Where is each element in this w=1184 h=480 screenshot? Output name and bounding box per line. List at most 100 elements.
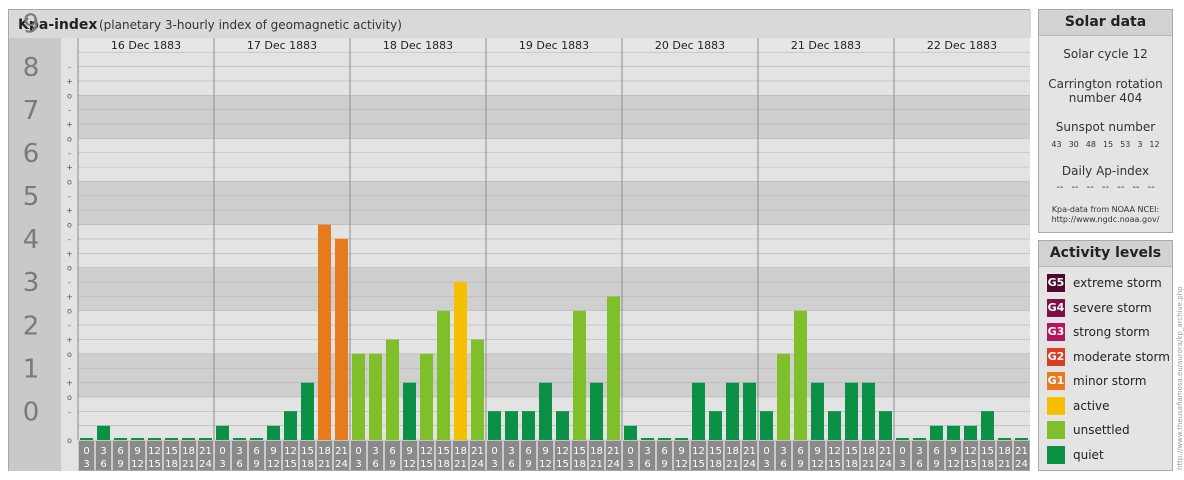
kp-bar	[148, 438, 161, 440]
day-label: 16 Dec 1883	[111, 39, 181, 52]
interval-end-label: 18	[573, 459, 586, 470]
legend-swatch	[1047, 445, 1065, 464]
ap-index-values: -- -- -- -- -- -- --	[1039, 182, 1172, 193]
thirds-tick: +	[66, 292, 73, 301]
y-tick-label: 5	[23, 182, 40, 212]
interval-tile	[504, 441, 519, 470]
interval-tile	[963, 441, 978, 470]
interval-tile	[589, 441, 604, 470]
interval-end-label: 12	[131, 459, 144, 470]
legend-item-minor-storm: G1 minor storm	[1039, 369, 1172, 394]
chart-title: Kpa-index	[18, 17, 97, 33]
interval-start-label: 9	[678, 446, 684, 457]
interval-start-label: 18	[998, 446, 1011, 457]
interval-tile	[300, 441, 315, 470]
thirds-tick: +	[66, 163, 73, 172]
kp-bar	[641, 438, 654, 440]
interval-tile	[827, 441, 842, 470]
thirds-tick: -	[68, 235, 71, 244]
thirds-tick: -	[68, 106, 71, 115]
kp-bar	[131, 438, 144, 440]
kp-bar	[624, 425, 637, 440]
interval-end-label: 12	[947, 459, 960, 470]
interval-tile	[997, 441, 1012, 470]
interval-start-label: 21	[199, 446, 212, 457]
kp-chart: Kpa-index (planetary 3-hourly index of g…	[9, 10, 1031, 471]
interval-tile	[912, 441, 927, 470]
thirds-tick: o	[67, 134, 72, 143]
interval-tile	[181, 441, 196, 470]
interval-tile	[164, 441, 179, 470]
interval-tile	[674, 441, 689, 470]
kp-bar	[182, 438, 195, 440]
interval-end-label: 15	[420, 459, 433, 470]
interval-start-label: 6	[117, 446, 123, 457]
day-header-strip	[78, 38, 1030, 52]
y-tick-label: 6	[23, 139, 40, 169]
ap-value: --	[1071, 182, 1079, 193]
kp-bar	[607, 296, 620, 440]
day-label: 17 Dec 1883	[247, 39, 317, 52]
level-band	[78, 95, 1030, 139]
interval-tile	[402, 441, 417, 470]
y-tick-label: 4	[23, 225, 40, 255]
day-label: 21 Dec 1883	[791, 39, 861, 52]
y-tick-label: 3	[23, 268, 40, 298]
kp-bar	[828, 411, 841, 440]
interval-tile	[844, 441, 859, 470]
interval-start-label: 18	[454, 446, 467, 457]
chart-header-bar	[9, 10, 1031, 38]
kp-bar	[454, 281, 467, 440]
interval-end-label: 15	[964, 459, 977, 470]
kp-bar	[981, 411, 994, 440]
kp-bar	[998, 438, 1011, 440]
interval-tile	[742, 441, 757, 470]
source-link[interactable]: http://www.ngdc.noaa.gov/	[1051, 215, 1160, 224]
legend-swatch: G1	[1047, 372, 1065, 391]
kp-bar	[896, 438, 909, 440]
y-tick-label: 2	[23, 311, 40, 341]
kp-bar	[539, 382, 552, 440]
sunspot-value: 12	[1149, 140, 1160, 149]
kp-bar	[165, 438, 178, 440]
solar-data-panel: Solar data Solar cycle 12 Carrington rot…	[1038, 9, 1173, 233]
interval-tile	[759, 441, 774, 470]
kp-bar	[335, 238, 348, 440]
thirds-tick: -	[68, 192, 71, 201]
kp-bar	[556, 411, 569, 440]
interval-tile	[470, 441, 485, 470]
interval-end-label: 21	[998, 459, 1011, 470]
interval-start-label: 21	[879, 446, 892, 457]
interval-start-label: 21	[1015, 446, 1028, 457]
thirds-tick: -	[68, 278, 71, 287]
interval-start-label: 12	[556, 446, 569, 457]
interval-tile	[96, 441, 111, 470]
interval-tile	[351, 441, 366, 470]
interval-start-label: 3	[780, 446, 786, 457]
kp-bar	[233, 438, 246, 440]
interval-tile	[878, 441, 893, 470]
legend-label: quiet	[1073, 447, 1104, 462]
interval-tile	[453, 441, 468, 470]
interval-end-label: 24	[879, 459, 892, 470]
interval-end-label: 21	[726, 459, 739, 470]
activity-levels-panel: Activity levels G5 extreme storm G4 seve…	[1038, 240, 1173, 471]
kp-bar	[114, 438, 127, 440]
watermark-url: http://www.theusafiamosa.eu/aurora/kp_ar…	[1176, 286, 1184, 470]
interval-tile	[606, 441, 621, 470]
interval-tile	[623, 441, 638, 470]
interval-start-label: 3	[644, 446, 650, 457]
interval-end-label: 18	[845, 459, 858, 470]
legend-label: strong storm	[1073, 325, 1150, 340]
interval-tile	[657, 441, 672, 470]
interval-tile	[946, 441, 961, 470]
interval-tile	[283, 441, 298, 470]
interval-tile	[861, 441, 876, 470]
interval-start-label: 18	[862, 446, 875, 457]
kp-bar	[964, 425, 977, 440]
thirds-tick: +	[66, 379, 73, 388]
legend-item-strong-storm: G3 strong storm	[1039, 320, 1172, 345]
interval-end-label: 21	[318, 459, 331, 470]
kp-bar	[267, 425, 280, 440]
kp-bar	[318, 224, 331, 440]
